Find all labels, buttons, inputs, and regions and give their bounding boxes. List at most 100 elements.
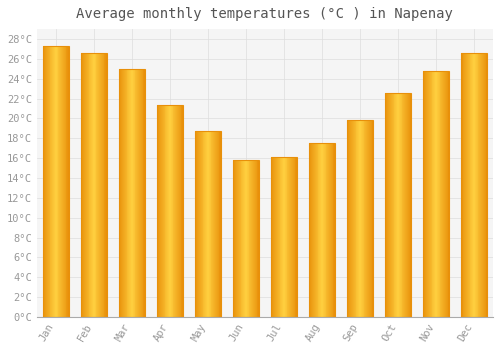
Bar — [137, 69, 138, 317]
Bar — [288, 157, 290, 317]
Bar — [406, 93, 407, 317]
Bar — [238, 160, 239, 317]
Bar — [136, 69, 137, 317]
Bar — [322, 143, 323, 317]
Bar — [331, 143, 332, 317]
Bar — [169, 105, 170, 317]
Bar — [429, 71, 430, 317]
Bar — [442, 71, 443, 317]
Bar — [129, 69, 130, 317]
Bar — [99, 53, 100, 317]
Bar — [122, 69, 123, 317]
Bar — [334, 143, 336, 317]
Bar — [85, 53, 86, 317]
Bar — [255, 160, 256, 317]
Bar — [158, 105, 159, 317]
Bar — [294, 157, 296, 317]
Bar — [250, 160, 251, 317]
Bar — [244, 160, 245, 317]
Bar — [209, 131, 210, 317]
Bar — [62, 46, 63, 317]
Bar — [407, 93, 408, 317]
Bar — [164, 105, 166, 317]
Bar — [56, 46, 58, 317]
Bar — [312, 143, 313, 317]
Bar — [251, 160, 252, 317]
Bar — [426, 71, 427, 317]
Bar — [83, 53, 84, 317]
Bar — [48, 46, 50, 317]
Bar — [182, 105, 183, 317]
Bar — [245, 160, 246, 317]
Bar — [194, 131, 196, 317]
Bar — [293, 157, 294, 317]
Bar — [176, 105, 177, 317]
Bar — [282, 157, 283, 317]
Bar — [161, 105, 162, 317]
Bar — [358, 120, 359, 317]
Bar — [206, 131, 207, 317]
Bar — [475, 53, 476, 317]
Bar — [367, 120, 368, 317]
Bar — [216, 131, 217, 317]
Bar — [474, 53, 475, 317]
Bar — [400, 93, 402, 317]
Bar — [218, 131, 220, 317]
Bar — [240, 160, 242, 317]
Bar — [424, 71, 426, 317]
Bar — [210, 131, 212, 317]
Bar — [232, 160, 259, 317]
Bar — [326, 143, 328, 317]
Bar — [123, 69, 124, 317]
Bar — [427, 71, 428, 317]
Bar — [80, 53, 107, 317]
Bar — [404, 93, 405, 317]
Bar — [139, 69, 140, 317]
Bar — [215, 131, 216, 317]
Bar — [292, 157, 293, 317]
Bar — [324, 143, 326, 317]
Bar — [398, 93, 399, 317]
Bar — [213, 131, 214, 317]
Bar — [214, 131, 215, 317]
Bar — [436, 71, 437, 317]
Bar — [368, 120, 369, 317]
Bar — [410, 93, 412, 317]
Bar — [170, 105, 171, 317]
Bar — [50, 46, 51, 317]
Bar — [53, 46, 54, 317]
Bar — [283, 157, 284, 317]
Bar — [444, 71, 445, 317]
Bar — [68, 46, 69, 317]
Bar — [484, 53, 486, 317]
Bar — [96, 53, 98, 317]
Bar — [205, 131, 206, 317]
Bar — [237, 160, 238, 317]
Bar — [364, 120, 366, 317]
Bar — [438, 71, 440, 317]
Bar — [272, 157, 274, 317]
Bar — [175, 105, 176, 317]
Bar — [46, 46, 47, 317]
Bar — [402, 93, 404, 317]
Bar — [126, 69, 128, 317]
Bar — [408, 93, 410, 317]
Bar — [328, 143, 329, 317]
Bar — [359, 120, 360, 317]
Bar — [248, 160, 250, 317]
Bar — [132, 69, 134, 317]
Bar — [476, 53, 478, 317]
Bar — [473, 53, 474, 317]
Bar — [93, 53, 94, 317]
Bar — [138, 69, 139, 317]
Bar — [430, 71, 432, 317]
Bar — [270, 157, 272, 317]
Bar — [437, 71, 438, 317]
Bar — [102, 53, 104, 317]
Bar — [480, 53, 481, 317]
Bar — [156, 105, 158, 317]
Bar — [196, 131, 198, 317]
Bar — [422, 71, 450, 317]
Bar — [200, 131, 201, 317]
Bar — [482, 53, 483, 317]
